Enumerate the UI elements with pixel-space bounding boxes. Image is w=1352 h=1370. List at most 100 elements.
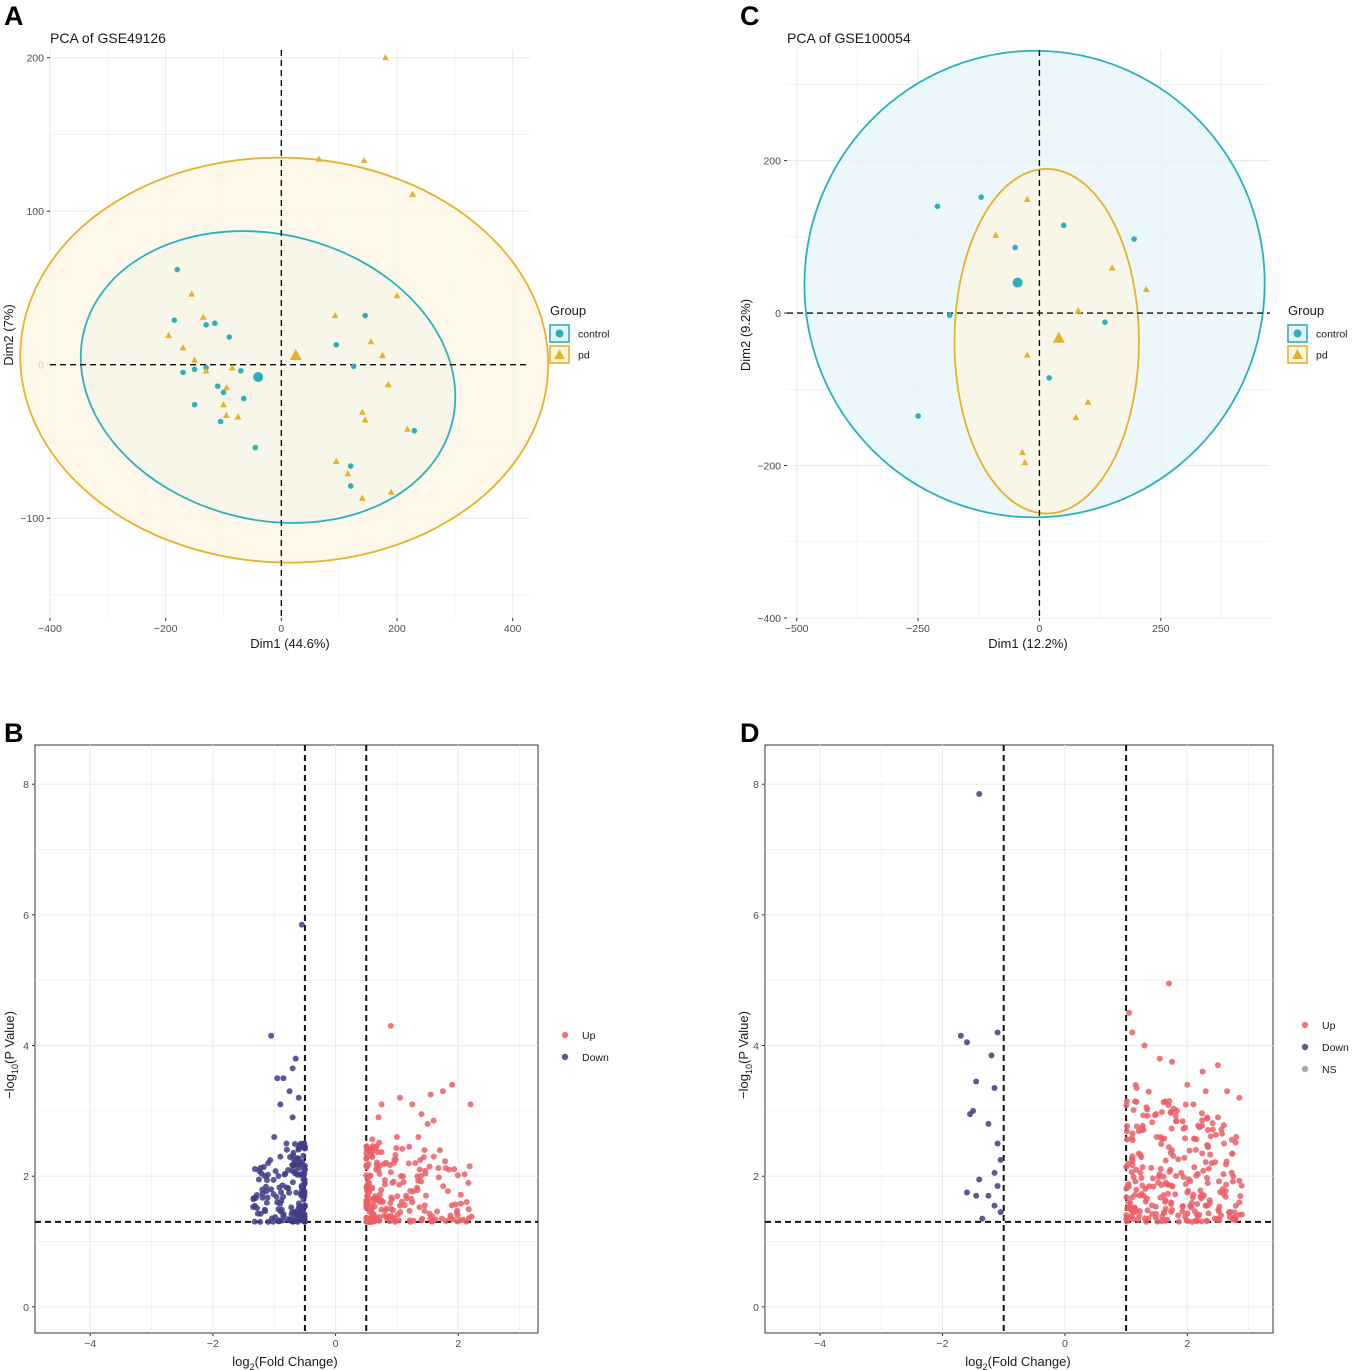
up-gene-point — [452, 1201, 459, 1208]
pd-point — [332, 457, 340, 465]
up-gene-point — [1192, 1146, 1199, 1153]
up-gene-point — [1182, 1101, 1189, 1108]
up-gene-point — [374, 1197, 381, 1204]
x-tick-label: −2 — [937, 1338, 949, 1350]
up-gene-point — [1148, 1164, 1155, 1171]
up-gene-point — [1186, 1147, 1193, 1154]
up-gene-point — [1133, 1166, 1140, 1173]
up-gene-point — [1198, 1218, 1205, 1225]
up-gene-point — [1194, 1201, 1201, 1208]
down-gene-point — [289, 1114, 296, 1121]
up-gene-point — [1229, 1150, 1236, 1157]
control-point — [1046, 375, 1052, 381]
up-gene-point — [1149, 1119, 1156, 1126]
y-tick-label: 0 — [23, 1302, 29, 1314]
up-gene-point — [1202, 1088, 1209, 1095]
x-tick-label: 200 — [388, 623, 406, 635]
up-gene-point — [1126, 1214, 1133, 1221]
up-gene-point — [1131, 1191, 1138, 1198]
up-gene-point — [444, 1188, 451, 1195]
down-gene-point — [301, 1202, 308, 1209]
up-gene-point — [1158, 1109, 1165, 1116]
up-gene-point — [422, 1192, 429, 1199]
up-gene-point — [1214, 1114, 1221, 1121]
up-gene-point — [1220, 1171, 1227, 1178]
control-point — [1131, 236, 1137, 242]
down-gene-point — [271, 1134, 278, 1140]
up-gene-point — [1181, 1154, 1188, 1161]
down-gene-point — [297, 1159, 304, 1166]
up-gene-point — [1173, 1118, 1180, 1125]
series-control — [171, 266, 418, 489]
up-gene-point — [371, 1203, 378, 1210]
up-gene-point — [414, 1184, 421, 1191]
pd-point — [382, 54, 389, 61]
x-tick-label: 0 — [1037, 623, 1043, 635]
down-gene-point — [298, 1182, 305, 1189]
up-gene-point — [1233, 1134, 1240, 1140]
up-gene-point — [1198, 1195, 1205, 1202]
panel-letter: D — [740, 718, 760, 748]
up-gene-point — [418, 1111, 425, 1118]
up-gene-point — [1125, 1181, 1132, 1188]
down-gene-point — [270, 1191, 277, 1198]
legend-label-pd: pd — [1316, 350, 1328, 362]
x-axis-label: Dim1 (44.6%) — [250, 636, 329, 651]
up-gene-point — [1172, 1112, 1179, 1119]
legend-symbol-Down — [561, 1053, 569, 1061]
control-point — [180, 369, 186, 376]
control-point — [212, 320, 218, 327]
down-gene-point — [292, 1055, 299, 1062]
legend-symbol-pd — [1292, 349, 1303, 359]
series-Down — [957, 791, 1004, 1222]
control-point — [411, 427, 418, 434]
up-gene-point — [1141, 1215, 1148, 1222]
up-gene-point — [1203, 1174, 1210, 1181]
x-tick-label: 2 — [1184, 1338, 1190, 1350]
up-gene-point — [1123, 1194, 1130, 1201]
legend-symbol-NS — [1301, 1065, 1309, 1073]
control-confidence-ellipse — [803, 49, 1266, 519]
ellipse-outlines — [803, 49, 1266, 519]
legend-title: Group — [550, 303, 586, 318]
legend-symbol-Up — [561, 1031, 569, 1039]
up-gene-point — [393, 1134, 400, 1140]
up-gene-point — [394, 1211, 401, 1218]
y-tick-label: 4 — [753, 1041, 759, 1053]
down-gene-point — [301, 1145, 308, 1152]
up-gene-point — [466, 1163, 473, 1170]
up-gene-point — [1129, 1153, 1136, 1160]
up-gene-point — [1236, 1177, 1243, 1184]
up-gene-point — [1222, 1193, 1229, 1200]
up-gene-point — [1204, 1127, 1211, 1134]
control-point — [191, 401, 198, 408]
up-gene-point — [454, 1172, 461, 1179]
down-gene-point — [294, 1218, 301, 1225]
pd-point — [234, 413, 242, 420]
up-gene-point — [1127, 1204, 1134, 1211]
up-gene-point — [1235, 1212, 1242, 1219]
up-gene-point — [439, 1088, 446, 1095]
down-gene-point — [257, 1218, 264, 1225]
down-gene-point — [276, 1217, 283, 1224]
up-gene-point — [457, 1217, 464, 1224]
up-gene-point — [1155, 1173, 1162, 1180]
up-gene-point — [418, 1217, 425, 1224]
up-gene-point — [1182, 1181, 1189, 1188]
up-gene-point — [418, 1172, 425, 1179]
x-tick-label: 250 — [1152, 623, 1170, 635]
up-gene-point — [406, 1207, 413, 1214]
control-point — [240, 395, 247, 402]
series-Up — [1123, 980, 1245, 1225]
up-gene-point — [442, 1165, 449, 1172]
down-gene-point — [258, 1170, 265, 1177]
pd-point — [409, 190, 417, 197]
up-gene-point — [1191, 1164, 1198, 1171]
up-gene-point — [1162, 1196, 1169, 1203]
up-gene-point — [438, 1215, 445, 1222]
up-gene-point — [1168, 1200, 1175, 1207]
up-gene-point — [1157, 1194, 1164, 1201]
up-gene-point — [1184, 1081, 1191, 1088]
panel-letter: C — [740, 1, 760, 31]
